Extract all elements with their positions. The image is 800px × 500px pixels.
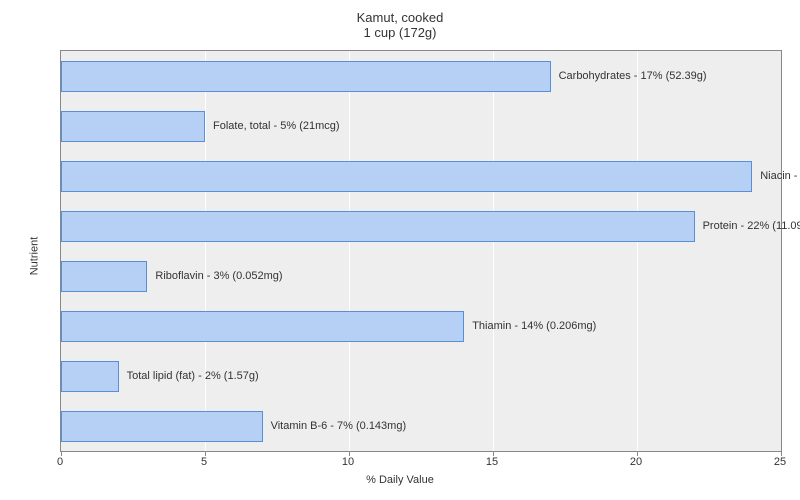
gridline bbox=[205, 51, 206, 451]
bar bbox=[61, 311, 464, 342]
x-tick-label: 10 bbox=[333, 456, 363, 468]
y-axis-label: Nutrient bbox=[28, 237, 40, 276]
chart-title-line1: Kamut, cooked bbox=[357, 10, 444, 25]
bar-label: Niacin - 24% (4.725mg) bbox=[760, 170, 800, 182]
bar bbox=[61, 161, 752, 192]
gridline bbox=[493, 51, 494, 451]
bar-label: Riboflavin - 3% (0.052mg) bbox=[155, 270, 282, 282]
chart-title-line2: 1 cup (172g) bbox=[364, 25, 437, 40]
x-axis-label: % Daily Value bbox=[0, 474, 800, 486]
x-tick-label: 20 bbox=[621, 456, 651, 468]
bar-label: Total lipid (fat) - 2% (1.57g) bbox=[127, 370, 259, 382]
bar bbox=[61, 411, 263, 442]
gridline bbox=[637, 51, 638, 451]
x-tick-label: 25 bbox=[765, 456, 795, 468]
x-tick-label: 0 bbox=[45, 456, 75, 468]
bar bbox=[61, 211, 695, 242]
x-tick-label: 5 bbox=[189, 456, 219, 468]
bar bbox=[61, 361, 119, 392]
nutrient-chart: Kamut, cooked 1 cup (172g) Nutrient % Da… bbox=[0, 0, 800, 500]
gridline bbox=[349, 51, 350, 451]
bar-label: Folate, total - 5% (21mcg) bbox=[213, 120, 340, 132]
x-tick-label: 15 bbox=[477, 456, 507, 468]
chart-title: Kamut, cooked 1 cup (172g) bbox=[0, 10, 800, 40]
bar-label: Thiamin - 14% (0.206mg) bbox=[472, 320, 596, 332]
bar bbox=[61, 61, 551, 92]
bar-label: Protein - 22% (11.09g) bbox=[703, 220, 800, 232]
bar-label: Vitamin B-6 - 7% (0.143mg) bbox=[271, 420, 407, 432]
bar-label: Carbohydrates - 17% (52.39g) bbox=[559, 70, 707, 82]
plot-area: Carbohydrates - 17% (52.39g) Folate, tota… bbox=[60, 50, 782, 452]
bar bbox=[61, 261, 147, 292]
bar bbox=[61, 111, 205, 142]
